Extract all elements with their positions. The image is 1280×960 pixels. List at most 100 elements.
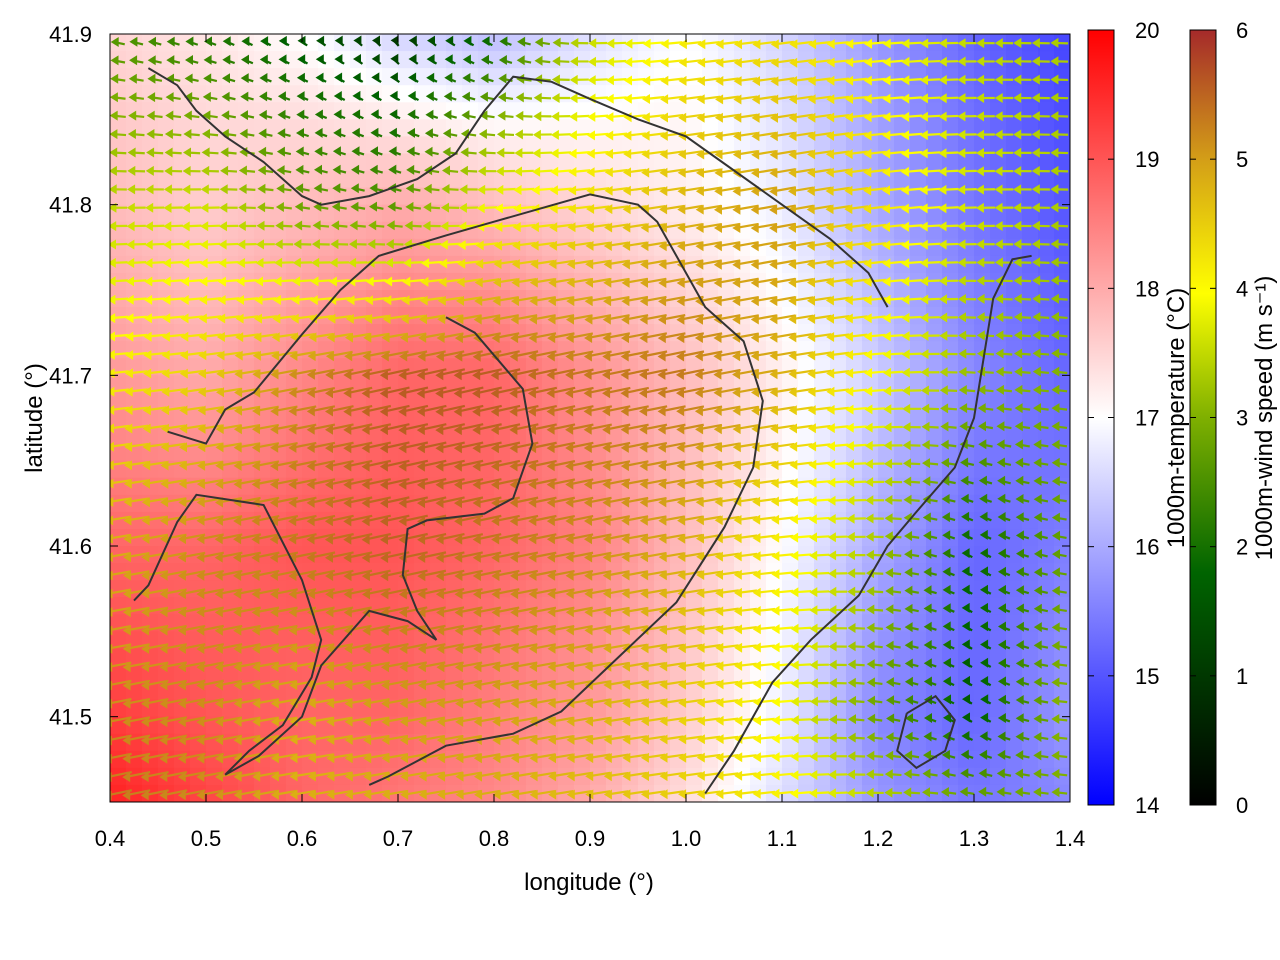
heatmap-cell: [1038, 153, 1055, 172]
heatmap-cell: [974, 443, 991, 462]
heatmap-cell: [1022, 750, 1039, 769]
colorbar-tick-label: 3: [1236, 406, 1248, 431]
heatmap-cell: [478, 307, 495, 325]
heatmap-cell: [1038, 238, 1055, 257]
heatmap-cell: [814, 375, 831, 393]
heatmap-cell: [846, 255, 863, 274]
heatmap-cell: [958, 255, 975, 274]
heatmap-cell: [462, 255, 479, 274]
heatmap-cell: [638, 136, 655, 155]
heatmap-cell: [734, 392, 751, 411]
heatmap-cell: [430, 255, 447, 274]
heatmap-cell: [974, 511, 991, 530]
heatmap-cell: [430, 187, 447, 206]
heatmap-cell: [1022, 580, 1039, 598]
heatmap-cell: [910, 563, 927, 581]
heatmap-cell: [318, 187, 335, 206]
heatmap-cell: [542, 170, 559, 189]
heatmap-cell: [542, 51, 559, 69]
heatmap-cell: [926, 170, 943, 189]
heatmap-cell: [270, 170, 287, 189]
heatmap-cell: [638, 68, 655, 86]
heatmap-cell: [974, 426, 991, 445]
heatmap-cell: [622, 119, 639, 137]
heatmap-cell: [670, 136, 687, 155]
heatmap-cell: [318, 204, 335, 223]
heatmap-cell: [366, 563, 383, 581]
heatmap-cell: [718, 307, 735, 325]
heatmap-cell: [926, 153, 943, 172]
heatmap-cell: [622, 170, 639, 189]
heatmap-cell: [142, 204, 159, 223]
heatmap-cell: [190, 51, 207, 69]
heatmap-cell: [926, 563, 943, 581]
colorbar-tick-label: 18: [1135, 276, 1159, 301]
heatmap-cell: [510, 187, 527, 206]
heatmap-cell: [334, 392, 351, 411]
colorbar-tick-label: 6: [1236, 18, 1248, 43]
heatmap-cell: [1022, 563, 1039, 581]
heatmap-cell: [590, 307, 607, 325]
heatmap-cell: [206, 426, 223, 445]
heatmap-cell: [654, 426, 671, 445]
heatmap-cell: [814, 409, 831, 428]
heatmap-cell: [910, 375, 927, 393]
heatmap-cell: [894, 426, 911, 445]
heatmap-cell: [110, 563, 127, 581]
heatmap-cell: [174, 34, 191, 52]
heatmap-cell: [398, 153, 415, 172]
heatmap-cell: [238, 187, 255, 206]
heatmap-cell: [1038, 443, 1055, 462]
heatmap-cell: [894, 767, 911, 786]
heatmap-cell: [590, 375, 607, 393]
heatmap-cell: [958, 699, 975, 718]
heatmap-cell: [910, 443, 927, 462]
heatmap-cell: [782, 136, 799, 155]
heatmap-cell: [1038, 375, 1055, 393]
heatmap-cell: [606, 409, 623, 428]
heatmap-cell: [734, 580, 751, 598]
heatmap-cell: [974, 187, 991, 206]
y-tick-label: 41.5: [49, 705, 92, 730]
heatmap-cell: [830, 255, 847, 274]
heatmap-cell: [942, 767, 959, 786]
heatmap-cell: [174, 153, 191, 172]
colorbar-tick-label: 1: [1236, 664, 1248, 689]
heatmap-cell: [590, 68, 607, 86]
heatmap-cell: [926, 204, 943, 223]
heatmap-cell: [558, 119, 575, 137]
heatmap-cell: [878, 409, 895, 428]
heatmap-cell: [398, 68, 415, 86]
heatmap-cell: [814, 272, 831, 291]
x-axis-title: longitude (°): [524, 869, 654, 896]
heatmap-cell: [830, 580, 847, 598]
heatmap-cell: [638, 409, 655, 428]
heatmap-cell: [638, 392, 655, 411]
heatmap-cell: [222, 375, 239, 393]
wind-colorbar-title: 1000m-wind speed (m s⁻¹): [1251, 276, 1278, 561]
heatmap-cell: [270, 238, 287, 257]
heatmap-cell: [1038, 204, 1055, 223]
heatmap-cell: [366, 170, 383, 189]
heatmap-cell: [910, 307, 927, 325]
heatmap-cell: [958, 324, 975, 342]
heatmap-cell: [1022, 341, 1039, 359]
heatmap-cell: [158, 426, 175, 445]
heatmap-cell: [686, 51, 703, 69]
heatmap-cell: [798, 733, 815, 752]
heatmap-cell: [126, 409, 143, 428]
heatmap-cell: [430, 238, 447, 257]
heatmap-cell: [126, 153, 143, 172]
heatmap-cell: [958, 153, 975, 172]
heatmap-cell: [910, 255, 927, 274]
heatmap-cell: [270, 51, 287, 69]
heatmap-cell: [1038, 426, 1055, 445]
heatmap-cell: [142, 187, 159, 206]
heatmap-cell: [1038, 563, 1055, 581]
colorbar-tick-label: 19: [1135, 147, 1159, 172]
x-tick-label: 0.6: [287, 826, 318, 851]
heatmap-cell: [910, 119, 927, 137]
heatmap-cell: [222, 85, 239, 103]
heatmap-cell: [1022, 68, 1039, 86]
heatmap-cell: [1022, 170, 1039, 189]
